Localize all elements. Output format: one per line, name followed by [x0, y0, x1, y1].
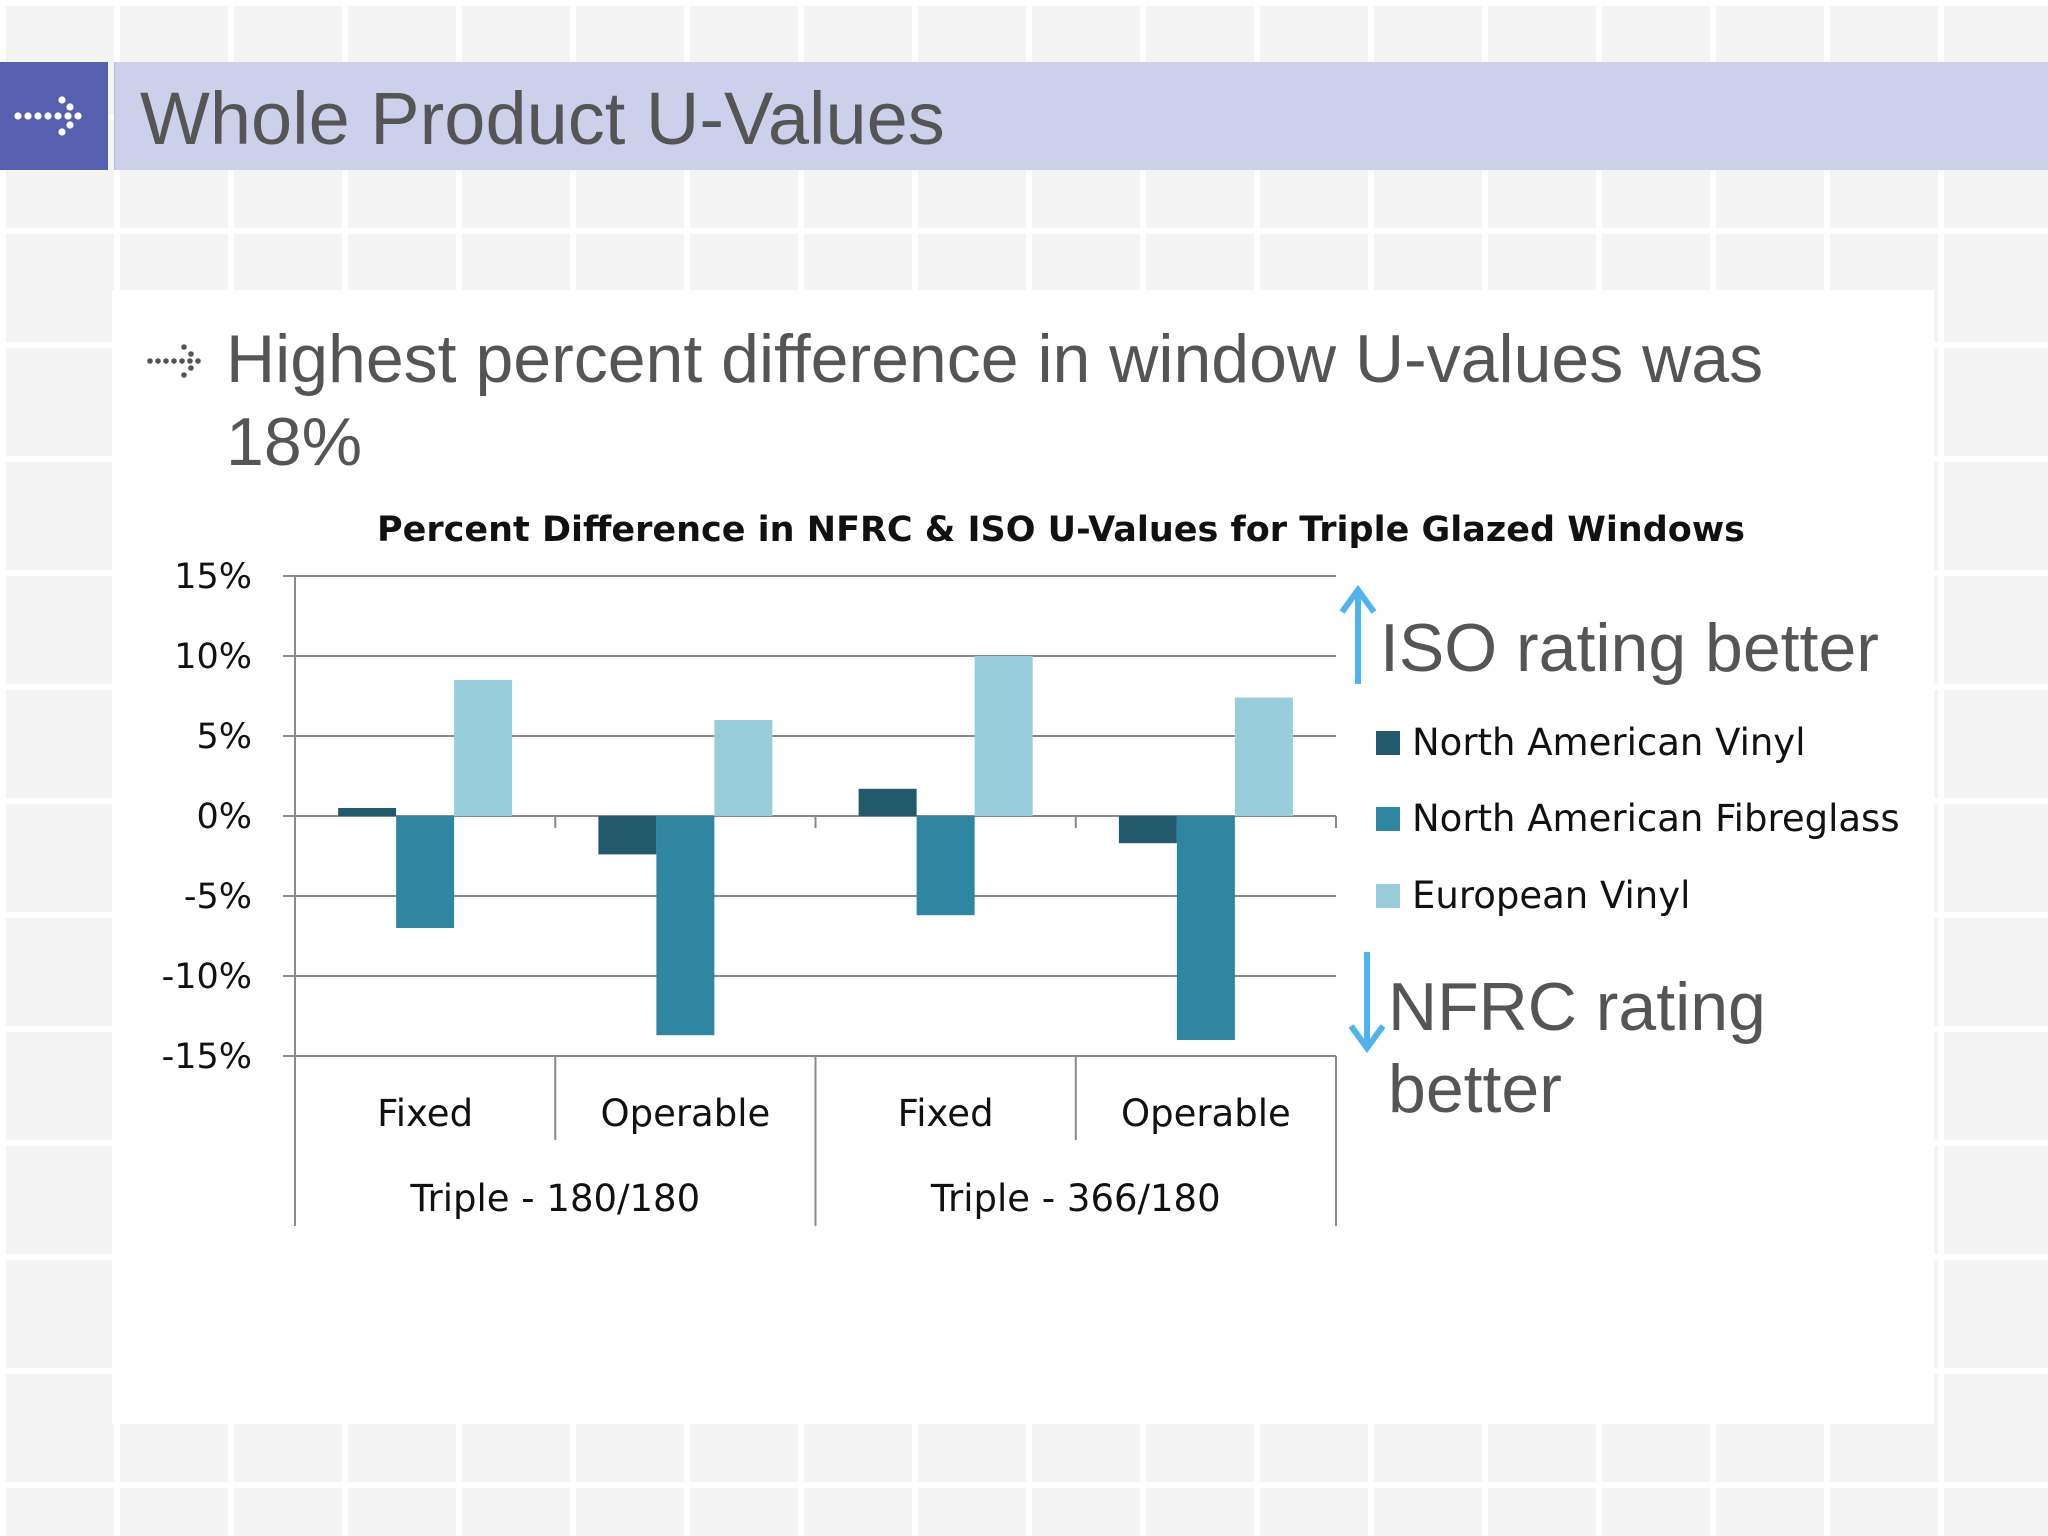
header-icon-box	[0, 62, 108, 170]
category-label: Operable	[600, 1092, 770, 1135]
bar-layer	[338, 656, 1293, 1040]
y-tick-label: 15%	[174, 557, 252, 597]
legend-label: European Vinyl	[1412, 874, 1690, 917]
header-bar	[114, 62, 2048, 170]
y-tick-label: -10%	[162, 957, 252, 997]
nfrc-callout: NFRC rating better	[1388, 969, 1766, 1127]
up-arrow-icon	[1339, 584, 1377, 684]
bar	[338, 808, 397, 816]
bar	[858, 788, 917, 816]
category-label: Fixed	[898, 1092, 994, 1135]
bar	[974, 656, 1033, 816]
y-tick-label: 10%	[174, 637, 252, 677]
bar	[916, 816, 975, 916]
chart-title: Percent Difference in NFRC & ISO U-Value…	[377, 510, 1745, 550]
y-tick-label: -5%	[184, 877, 252, 917]
legend-label: North American Vinyl	[1412, 721, 1806, 764]
y-tick-label: 0%	[196, 797, 252, 837]
bar	[1176, 816, 1235, 1040]
bar	[598, 816, 657, 855]
y-tick-label: 5%	[196, 717, 252, 757]
category-label: Operable	[1121, 1092, 1291, 1135]
bar	[1118, 816, 1177, 844]
bar	[454, 680, 513, 816]
legend-swatch	[1376, 884, 1400, 908]
legend-layer: North American Vinyl North American Fibre…	[1376, 721, 1900, 917]
category-label: Fixed	[377, 1092, 473, 1135]
group-label: Triple - 366/180	[930, 1177, 1221, 1220]
axis-layer	[283, 575, 1337, 1226]
dotted-arrow-right-icon	[14, 96, 82, 136]
bar	[714, 720, 773, 816]
bar	[656, 816, 715, 1036]
bullet-text: Highest percent difference in window U-v…	[226, 321, 1764, 480]
bullet-arrow-icon	[146, 336, 206, 391]
slide-title: Whole Product U-Values	[140, 77, 945, 160]
bar	[396, 816, 455, 928]
down-arrow-icon	[1348, 952, 1386, 1054]
iso-callout: ISO rating better	[1380, 610, 1879, 686]
y-tick-label: -15%	[162, 1037, 252, 1077]
legend-swatch	[1376, 807, 1400, 831]
bar	[1234, 697, 1293, 816]
label-layer: 15% 10% 5% 0% -5% -10% -15% Fixed Operable Fixed O…	[162, 557, 1291, 1220]
legend-swatch	[1376, 731, 1400, 755]
legend-label: North American Fibreglass	[1412, 797, 1900, 840]
group-label: Triple - 180/180	[409, 1177, 700, 1220]
